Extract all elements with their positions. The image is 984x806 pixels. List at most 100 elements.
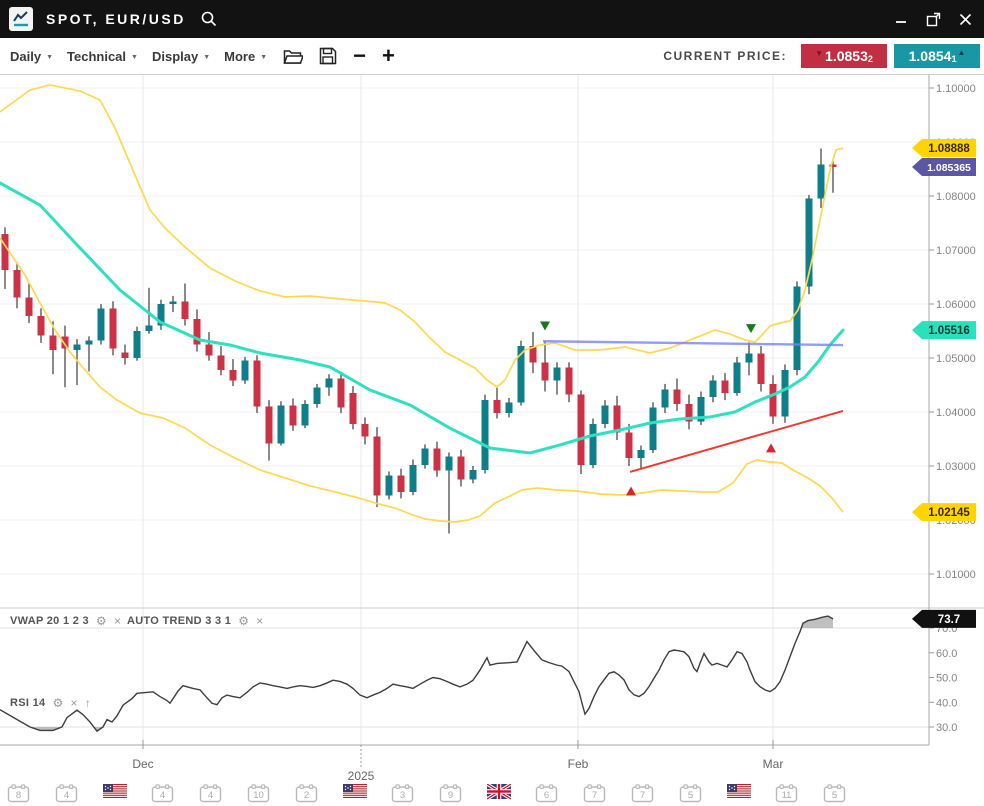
- pivot-low-marker: [766, 443, 776, 453]
- price-badge: 1.085365: [912, 158, 976, 177]
- bid-price-value: 1.0853: [825, 48, 868, 64]
- bid-price-pip: 2: [867, 54, 873, 64]
- close-icon[interactable]: ×: [256, 614, 264, 628]
- zoom-in-button[interactable]: +: [382, 45, 395, 67]
- price-badge: 1.02145: [912, 503, 976, 522]
- svg-text:5: 5: [688, 790, 693, 801]
- menu-display-label: Display: [151, 48, 199, 64]
- current-price-label: CURRENT PRICE:: [663, 49, 787, 63]
- calendar-event-icon[interactable]: 4: [151, 784, 174, 806]
- price-badge: 73.7: [912, 609, 976, 628]
- search-icon[interactable]: [200, 10, 218, 28]
- chevron-down-icon: ▼: [260, 53, 268, 61]
- autotrend-label-text: AUTO TREND 3 3 1: [127, 615, 232, 627]
- autotrend-indicator-label: AUTO TREND 3 3 1 ⚙ ×: [127, 614, 264, 628]
- economic-calendar-strip: 8 4 4 4 10 2 3 9 6 7 7 5 11 5: [0, 781, 984, 806]
- chart-canvas[interactable]: 1.100001.090001.080001.070001.060001.050…: [0, 75, 984, 783]
- svg-text:9: 9: [448, 790, 453, 801]
- svg-text:2025: 2025: [348, 769, 375, 781]
- popout-button[interactable]: [920, 6, 946, 32]
- price-badge: 1.05516: [912, 321, 976, 340]
- bid-price-button[interactable]: ▼ 1.0853 2: [801, 44, 887, 68]
- gear-icon[interactable]: ⚙: [238, 614, 250, 628]
- calendar-event-icon[interactable]: 7: [631, 784, 654, 806]
- title-bar: SPOT, EUR/USD: [0, 0, 984, 38]
- menu-technical[interactable]: Technical ▼: [67, 49, 138, 64]
- svg-text:1.085365: 1.085365: [927, 162, 971, 174]
- svg-text:4: 4: [160, 790, 165, 801]
- calendar-event-icon[interactable]: 3: [391, 784, 414, 806]
- svg-text:1.06000: 1.06000: [936, 299, 976, 311]
- minus-icon: −: [353, 43, 367, 68]
- price-badge: 1.08888: [912, 139, 976, 158]
- chart-area[interactable]: 1.100001.090001.080001.070001.060001.050…: [0, 75, 984, 783]
- svg-text:1.04000: 1.04000: [936, 407, 976, 419]
- svg-text:8: 8: [16, 790, 21, 801]
- gear-icon[interactable]: ⚙: [52, 696, 64, 710]
- svg-text:1.08888: 1.08888: [928, 143, 970, 155]
- svg-text:60.0: 60.0: [936, 648, 957, 660]
- close-icon[interactable]: ×: [70, 696, 78, 710]
- calendar-event-icon[interactable]: 4: [55, 784, 78, 806]
- gear-icon[interactable]: ⚙: [95, 614, 107, 628]
- menu-daily-label: Daily: [10, 48, 42, 64]
- chart-toolbar: Daily ▼ Technical ▼ Display ▼ More ▼: [0, 38, 984, 75]
- open-folder-icon[interactable]: [283, 48, 304, 65]
- svg-text:10: 10: [253, 790, 264, 801]
- svg-text:30.0: 30.0: [936, 722, 957, 734]
- calendar-event-icon[interactable]: 7: [583, 784, 606, 806]
- svg-text:4: 4: [208, 790, 213, 801]
- svg-text:1.05516: 1.05516: [928, 325, 970, 337]
- calendar-event-icon[interactable]: 8: [7, 784, 30, 806]
- calendar-event-icon[interactable]: 4: [199, 784, 222, 806]
- chevron-down-icon: ▼: [203, 53, 211, 61]
- chevron-down-icon: ▼: [46, 53, 54, 61]
- calendar-event-icon[interactable]: 10: [247, 784, 270, 806]
- menu-display[interactable]: Display ▼: [152, 49, 210, 64]
- menu-more[interactable]: More ▼: [224, 49, 267, 64]
- uk-flag-icon[interactable]: [486, 782, 512, 805]
- svg-text:Feb: Feb: [568, 757, 589, 771]
- minimize-button[interactable]: [888, 6, 914, 32]
- pivot-low-marker: [626, 486, 636, 496]
- save-icon[interactable]: [319, 47, 337, 65]
- zoom-out-button[interactable]: −: [353, 43, 367, 68]
- menu-daily[interactable]: Daily ▼: [10, 49, 53, 64]
- svg-text:50.0: 50.0: [936, 673, 957, 685]
- vwap-label-text: VWAP 20 1 2 3: [10, 615, 89, 627]
- close-icon[interactable]: ×: [113, 614, 122, 628]
- ask-price-value: 1.0854: [908, 48, 952, 64]
- us-flag-icon[interactable]: [343, 784, 367, 805]
- svg-text:1.07000: 1.07000: [936, 245, 976, 257]
- svg-text:1.10000: 1.10000: [936, 83, 976, 95]
- pivot-high-marker: [746, 324, 756, 334]
- menu-more-label: More: [224, 48, 256, 64]
- ask-price-pip: 1: [951, 54, 957, 64]
- calendar-event-icon[interactable]: 9: [439, 784, 462, 806]
- calendar-event-icon[interactable]: 6: [535, 784, 558, 806]
- us-flag-icon[interactable]: [103, 784, 127, 805]
- svg-text:1.03000: 1.03000: [936, 461, 976, 473]
- svg-text:1.02145: 1.02145: [928, 507, 970, 519]
- svg-text:73.7: 73.7: [938, 614, 960, 626]
- calendar-event-icon[interactable]: 11: [775, 784, 798, 806]
- app-logo-chart-icon: [9, 7, 33, 31]
- svg-text:7: 7: [640, 790, 645, 801]
- us-flag-icon[interactable]: [727, 784, 751, 805]
- price-down-icon: ▼: [815, 48, 824, 58]
- svg-text:Dec: Dec: [132, 757, 153, 771]
- svg-text:40.0: 40.0: [936, 697, 957, 709]
- svg-text:3: 3: [400, 790, 405, 801]
- close-icon[interactable]: [952, 6, 978, 32]
- rsi-indicator-label: RSI 14 ⚙ × ↑: [10, 696, 91, 710]
- calendar-event-icon[interactable]: 2: [295, 784, 318, 806]
- svg-text:4: 4: [64, 790, 69, 801]
- svg-text:1.01000: 1.01000: [936, 569, 976, 581]
- ask-price-button[interactable]: 1.0854 1 ▲: [894, 44, 980, 68]
- pivot-high-marker: [540, 321, 550, 331]
- svg-text:2: 2: [304, 790, 309, 801]
- calendar-event-icon[interactable]: 5: [679, 784, 702, 806]
- move-pane-up-icon[interactable]: ↑: [84, 696, 92, 710]
- calendar-event-icon[interactable]: 5: [823, 784, 846, 806]
